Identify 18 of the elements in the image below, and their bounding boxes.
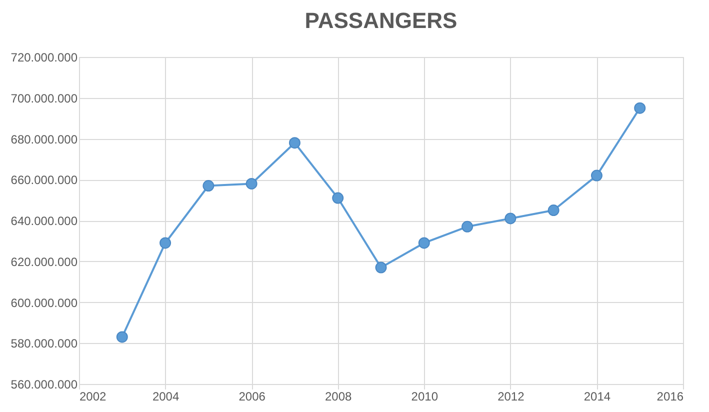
y-tick-label: 640.000.000 xyxy=(10,214,78,228)
y-tick-label: 660.000.000 xyxy=(10,173,78,188)
x-tick-label: 2016 xyxy=(656,390,684,404)
chart-title: PASSANGERS xyxy=(304,8,458,33)
y-tick-label: 680.000.000 xyxy=(10,132,78,146)
x-tick-label: 2012 xyxy=(498,390,525,404)
y-tick-label: 620.000.000 xyxy=(10,254,78,269)
y-tick-label: 580.000.000 xyxy=(10,336,78,351)
x-tick-label: 2014 xyxy=(584,390,611,404)
y-tick-label: 700.000.000 xyxy=(10,91,78,106)
x-tick-label: 2010 xyxy=(411,390,438,404)
x-tick-label: 2008 xyxy=(325,390,352,404)
y-tick-label: 600.000.000 xyxy=(10,296,78,310)
x-tick-label: 2004 xyxy=(152,390,180,404)
x-tick-label: 2002 xyxy=(80,390,107,404)
y-tick-label: 720.000.000 xyxy=(10,50,78,64)
x-tick-label: 2006 xyxy=(238,390,266,404)
y-tick-label: 560.000.000 xyxy=(10,378,78,392)
